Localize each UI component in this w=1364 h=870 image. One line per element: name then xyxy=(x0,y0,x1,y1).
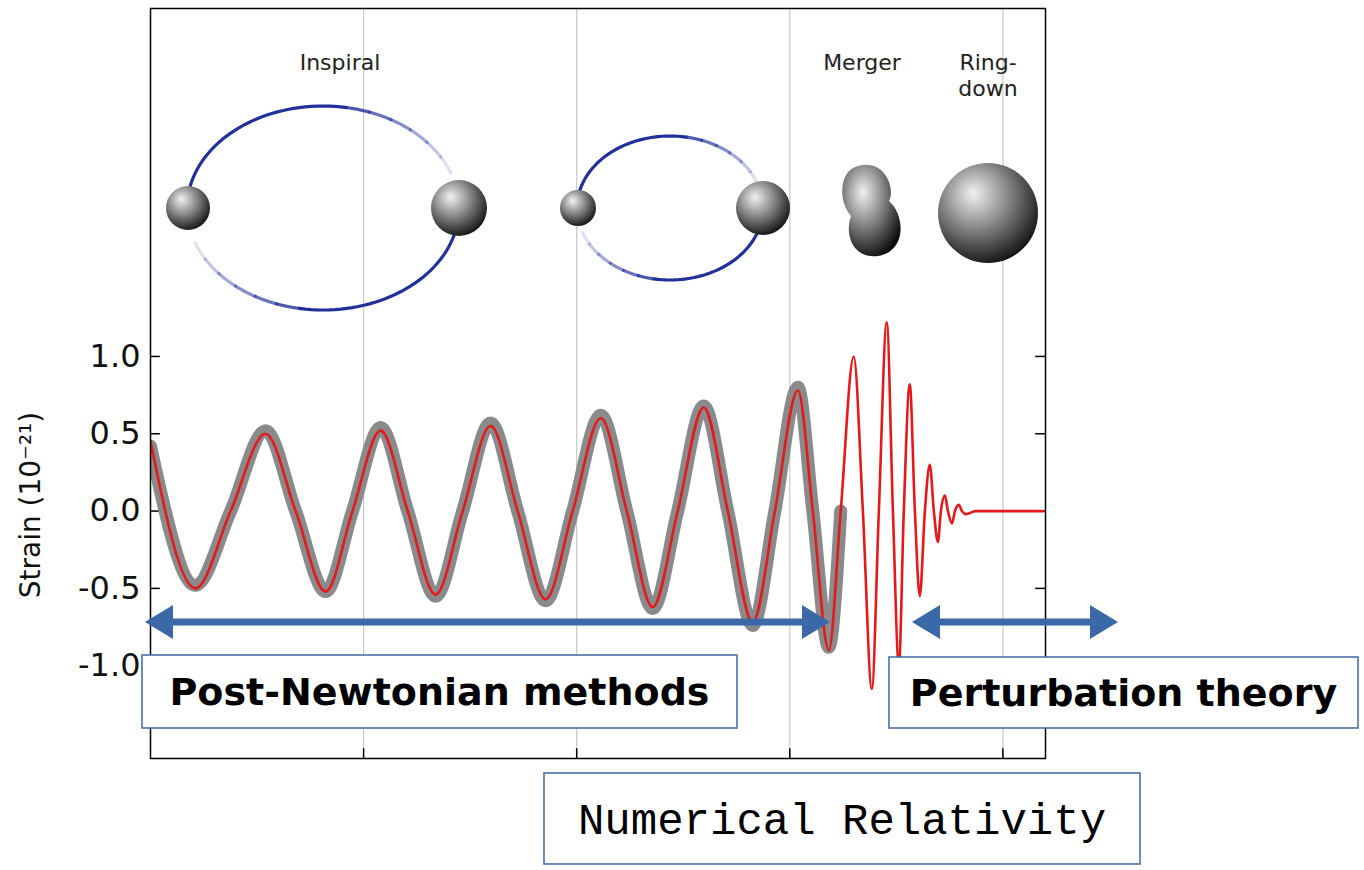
svg-text:-1.0: -1.0 xyxy=(78,646,140,684)
svg-text:Numerical Relativity: Numerical Relativity xyxy=(578,797,1106,847)
svg-text:-0.5: -0.5 xyxy=(78,569,140,607)
svg-text:0.5: 0.5 xyxy=(90,414,141,452)
svg-text:Post-Newtonian methods: Post-Newtonian methods xyxy=(170,670,710,714)
svg-text:Inspiral: Inspiral xyxy=(300,50,381,75)
svg-text:Perturbation theory: Perturbation theory xyxy=(910,671,1338,715)
svg-text:Merger: Merger xyxy=(823,50,902,75)
svg-text:1.0: 1.0 xyxy=(90,337,141,375)
svg-text:Strain (10⁻²¹): Strain (10⁻²¹) xyxy=(14,412,47,599)
svg-text:0.0: 0.0 xyxy=(90,491,141,529)
svg-text:Ring-down: Ring-down xyxy=(958,50,1017,101)
